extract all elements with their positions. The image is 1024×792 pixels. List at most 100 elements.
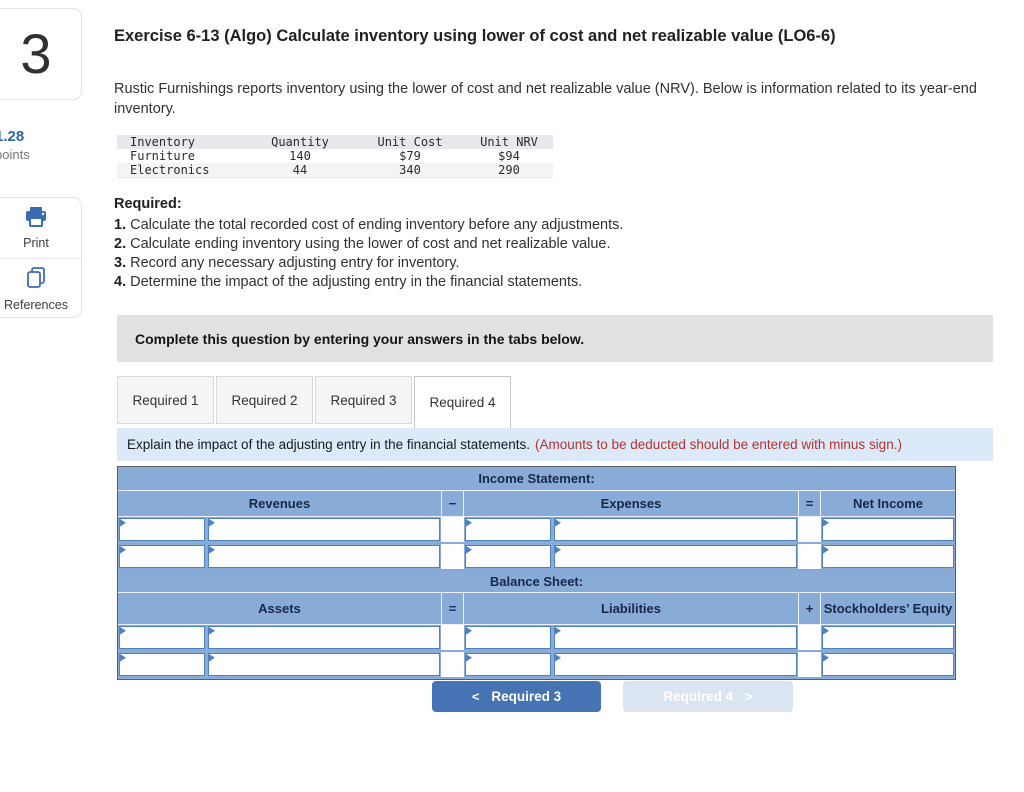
header-revenues: Revenues: [248, 495, 311, 511]
references-icon: [24, 266, 48, 295]
required-heading: Required:: [114, 196, 182, 212]
col-header-quantity: Quantity: [271, 135, 329, 149]
tab-required-3[interactable]: Required 3: [315, 376, 412, 424]
exercise-intro: Rustic Furnishings reports inventory usi…: [114, 81, 977, 117]
print-label: Print: [23, 236, 49, 250]
liabilities-label-input-r1[interactable]: [554, 626, 797, 649]
operator-spacer: [441, 517, 464, 542]
income-input-row-2: [118, 544, 955, 569]
income-statement-title: Income Statement:: [118, 467, 955, 491]
tab-instruction: Explain the impact of the adjusting entr…: [117, 428, 993, 461]
assets-amount-input-r2[interactable]: [119, 653, 205, 676]
cell-furniture-nrv: $94: [498, 149, 520, 163]
expenses-label-input-r2[interactable]: [554, 545, 797, 568]
expenses-amount-input-r1[interactable]: [465, 518, 551, 541]
next-button-label: Required 4: [663, 689, 734, 704]
print-button[interactable]: Print: [0, 198, 81, 258]
tab-required-2[interactable]: Required 2: [216, 376, 313, 424]
operator-spacer: [441, 652, 464, 677]
instruction-note: (Amounts to be deducted should be entere…: [534, 437, 902, 452]
cell-furniture-qty: 140: [289, 149, 311, 163]
liabilities-label-input-r2[interactable]: [554, 653, 797, 676]
chevron-left-icon: <: [471, 689, 480, 704]
header-net-income: Net Income: [852, 495, 924, 511]
equals-operator: =: [441, 593, 464, 624]
operator-spacer: [441, 544, 464, 569]
assets-label-input-r1[interactable]: [208, 626, 440, 649]
liabilities-amount-input-r1[interactable]: [465, 626, 551, 649]
cell-electronics-cost: 340: [399, 163, 421, 177]
income-statement-header-row: Revenues − Expenses = Net Income: [118, 491, 955, 517]
points-block: 1.28 points: [0, 128, 30, 162]
net-income-input-r1[interactable]: [822, 518, 954, 541]
operator-spacer: [798, 652, 821, 677]
references-button[interactable]: References: [0, 258, 81, 318]
worksheet-bottom-strip: [118, 677, 955, 679]
list-item: 1. Calculate the total recorded cost of …: [114, 217, 624, 233]
operator-spacer: [798, 625, 821, 650]
equity-input-r2[interactable]: [822, 653, 954, 676]
plus-operator: +: [798, 593, 821, 624]
expenses-label-input-r1[interactable]: [554, 518, 797, 541]
col-header-unit-nrv: Unit NRV: [480, 135, 538, 149]
exercise-title: Exercise 6-13 (Algo) Calculate inventory…: [114, 27, 836, 45]
operator-spacer: [441, 625, 464, 650]
balance-input-row-2: [118, 652, 955, 677]
list-item: 4. Determine the impact of the adjusting…: [114, 274, 583, 290]
next-required-button-disabled[interactable]: Required 4 >: [623, 681, 793, 712]
revenues-label-input-r1[interactable]: [208, 518, 440, 541]
header-liabilities: Liabilities: [601, 600, 661, 616]
operator-spacer: [798, 517, 821, 542]
cell-furniture-cost: $79: [399, 149, 421, 163]
print-icon: [24, 206, 48, 233]
required-list: 1. Calculate the total recorded cost of …: [114, 216, 874, 292]
header-assets: Assets: [258, 600, 301, 616]
expenses-amount-input-r2[interactable]: [465, 545, 551, 568]
question-number-card: 3: [0, 8, 82, 100]
inventory-data-table: Inventory Quantity Unit Cost Unit NRV Fu…: [117, 135, 553, 178]
prev-required-button[interactable]: < Required 3: [432, 681, 601, 712]
balance-sheet-header-row: Assets = Liabilities + Stockholders’ Equ…: [118, 593, 955, 625]
tools-card: Print References: [0, 197, 82, 318]
assets-amount-input-r1[interactable]: [119, 626, 205, 649]
liabilities-amount-input-r2[interactable]: [465, 653, 551, 676]
chevron-right-icon: >: [745, 689, 753, 704]
assets-label-input-r2[interactable]: [208, 653, 440, 676]
revenues-amount-input-r1[interactable]: [119, 518, 205, 541]
net-income-input-r2[interactable]: [822, 545, 954, 568]
minus-operator: −: [441, 491, 464, 516]
tab-required-1[interactable]: Required 1: [117, 376, 214, 424]
table-row: Electronics 44 340 290: [117, 163, 553, 177]
tab-required-4[interactable]: Required 4: [414, 376, 511, 428]
question-number: 3: [20, 22, 52, 85]
prev-button-label: Required 3: [491, 689, 562, 704]
header-expenses: Expenses: [600, 495, 662, 511]
header-stockholders-equity: Stockholders’ Equity: [823, 600, 953, 616]
income-input-row-1: [118, 517, 955, 542]
cell-furniture: Furniture: [130, 149, 196, 163]
cell-electronics-nrv: 290: [498, 163, 520, 177]
equals-operator: =: [798, 491, 821, 516]
table-row: Furniture 140 $79 $94: [117, 149, 553, 163]
col-header-inventory: Inventory: [130, 135, 196, 149]
references-label: References: [4, 297, 68, 312]
list-item: 3. Record any necessary adjusting entry …: [114, 255, 460, 271]
instruction-text: Explain the impact of the adjusting entr…: [127, 437, 530, 452]
list-item: 2. Calculate ending inventory using the …: [114, 236, 611, 252]
operator-spacer: [798, 544, 821, 569]
points-value: 1.28: [0, 128, 25, 145]
balance-sheet-title: Balance Sheet:: [118, 569, 955, 593]
equity-input-r1[interactable]: [822, 626, 954, 649]
financial-statements-worksheet: Income Statement: Revenues − Expenses = …: [117, 466, 956, 680]
points-label: points: [0, 147, 30, 162]
required-tabs: Required 1 Required 2 Required 3 Require…: [117, 376, 511, 428]
balance-input-row-1: [118, 625, 955, 650]
complete-question-banner: Complete this question by entering your …: [117, 315, 993, 362]
revenues-amount-input-r2[interactable]: [119, 545, 205, 568]
cell-electronics: Electronics: [130, 163, 210, 177]
cell-electronics-qty: 44: [292, 163, 308, 177]
revenues-label-input-r2[interactable]: [208, 545, 440, 568]
col-header-unit-cost: Unit Cost: [377, 135, 443, 149]
inventory-table-header: Inventory Quantity Unit Cost Unit NRV: [117, 135, 553, 149]
